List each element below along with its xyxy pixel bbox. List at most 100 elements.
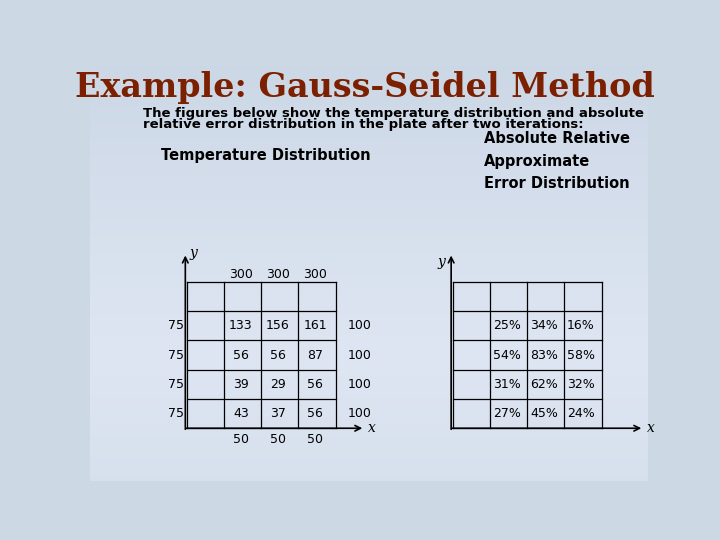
Bar — [90, 148, 648, 150]
Bar — [90, 165, 648, 166]
Bar — [90, 102, 648, 103]
Bar — [90, 354, 648, 355]
Bar — [90, 176, 648, 177]
Bar — [90, 87, 648, 88]
Bar — [90, 119, 648, 120]
Bar — [90, 178, 648, 179]
Bar — [90, 228, 648, 229]
Bar — [90, 459, 648, 460]
Text: 43: 43 — [233, 407, 248, 420]
Bar — [90, 253, 648, 254]
Bar — [90, 135, 648, 136]
Bar — [90, 92, 648, 93]
Bar — [90, 308, 648, 309]
Text: The figures below show the temperature distribution and absolute: The figures below show the temperature d… — [143, 107, 644, 120]
Bar — [90, 367, 648, 368]
Bar — [90, 247, 648, 248]
Bar — [90, 387, 648, 388]
Bar — [90, 128, 648, 129]
Bar — [90, 427, 648, 428]
Bar — [90, 79, 648, 80]
Bar — [90, 401, 648, 402]
Bar — [90, 153, 648, 154]
Bar — [90, 438, 648, 439]
Bar — [90, 83, 648, 84]
Bar — [90, 131, 648, 132]
Bar — [90, 160, 648, 161]
Bar — [90, 313, 648, 314]
Bar — [90, 152, 648, 153]
Bar — [90, 402, 648, 403]
Bar — [90, 241, 648, 242]
Bar — [90, 103, 648, 104]
Bar — [90, 364, 648, 365]
Bar — [90, 251, 648, 252]
Bar — [90, 375, 648, 376]
Bar — [90, 414, 648, 415]
Bar — [90, 461, 648, 462]
Bar — [90, 235, 648, 236]
Bar — [90, 326, 648, 327]
Bar — [90, 442, 648, 443]
Bar — [90, 233, 648, 234]
Bar — [90, 411, 648, 412]
Bar — [90, 125, 648, 126]
Bar — [90, 200, 648, 201]
Text: 45%: 45% — [530, 407, 558, 420]
Bar — [90, 139, 648, 140]
Bar — [90, 130, 648, 131]
Text: 75: 75 — [168, 349, 184, 362]
Text: 34%: 34% — [530, 319, 558, 332]
Bar — [90, 306, 648, 307]
Bar — [90, 466, 648, 467]
Bar — [90, 285, 648, 286]
Bar — [90, 392, 648, 393]
Bar — [90, 245, 648, 246]
Bar — [90, 448, 648, 449]
Bar — [90, 74, 648, 75]
Bar — [90, 303, 648, 304]
Bar — [90, 208, 648, 209]
Bar — [90, 365, 648, 366]
Bar — [90, 293, 648, 294]
Bar — [90, 463, 648, 464]
Text: 300: 300 — [303, 268, 327, 281]
Bar — [90, 312, 648, 313]
Bar — [90, 155, 648, 156]
Bar — [90, 224, 648, 225]
Bar — [90, 167, 648, 168]
Bar — [90, 188, 648, 189]
Bar — [90, 204, 648, 205]
Bar — [90, 275, 648, 276]
Bar — [90, 145, 648, 146]
Bar — [90, 105, 648, 106]
Bar — [90, 398, 648, 399]
Bar — [90, 347, 648, 348]
Bar — [90, 342, 648, 343]
Bar — [90, 428, 648, 429]
Bar — [90, 447, 648, 448]
Bar — [90, 257, 648, 258]
Bar — [90, 124, 648, 125]
Bar — [90, 101, 648, 102]
Bar — [90, 430, 648, 431]
Bar — [90, 141, 648, 142]
Text: 300: 300 — [266, 268, 290, 281]
Bar — [90, 444, 648, 445]
Bar — [90, 456, 648, 457]
Bar — [90, 388, 648, 389]
Text: y: y — [190, 246, 198, 260]
Bar — [90, 185, 648, 186]
Bar — [90, 429, 648, 430]
Bar — [90, 239, 648, 240]
Bar — [90, 104, 648, 105]
Bar — [90, 76, 648, 77]
Bar — [90, 470, 648, 471]
Bar — [90, 170, 648, 171]
Bar — [90, 123, 648, 124]
Bar — [90, 68, 648, 69]
Bar — [90, 393, 648, 394]
Text: 56: 56 — [233, 349, 248, 362]
Bar — [90, 319, 648, 320]
Bar — [90, 286, 648, 287]
